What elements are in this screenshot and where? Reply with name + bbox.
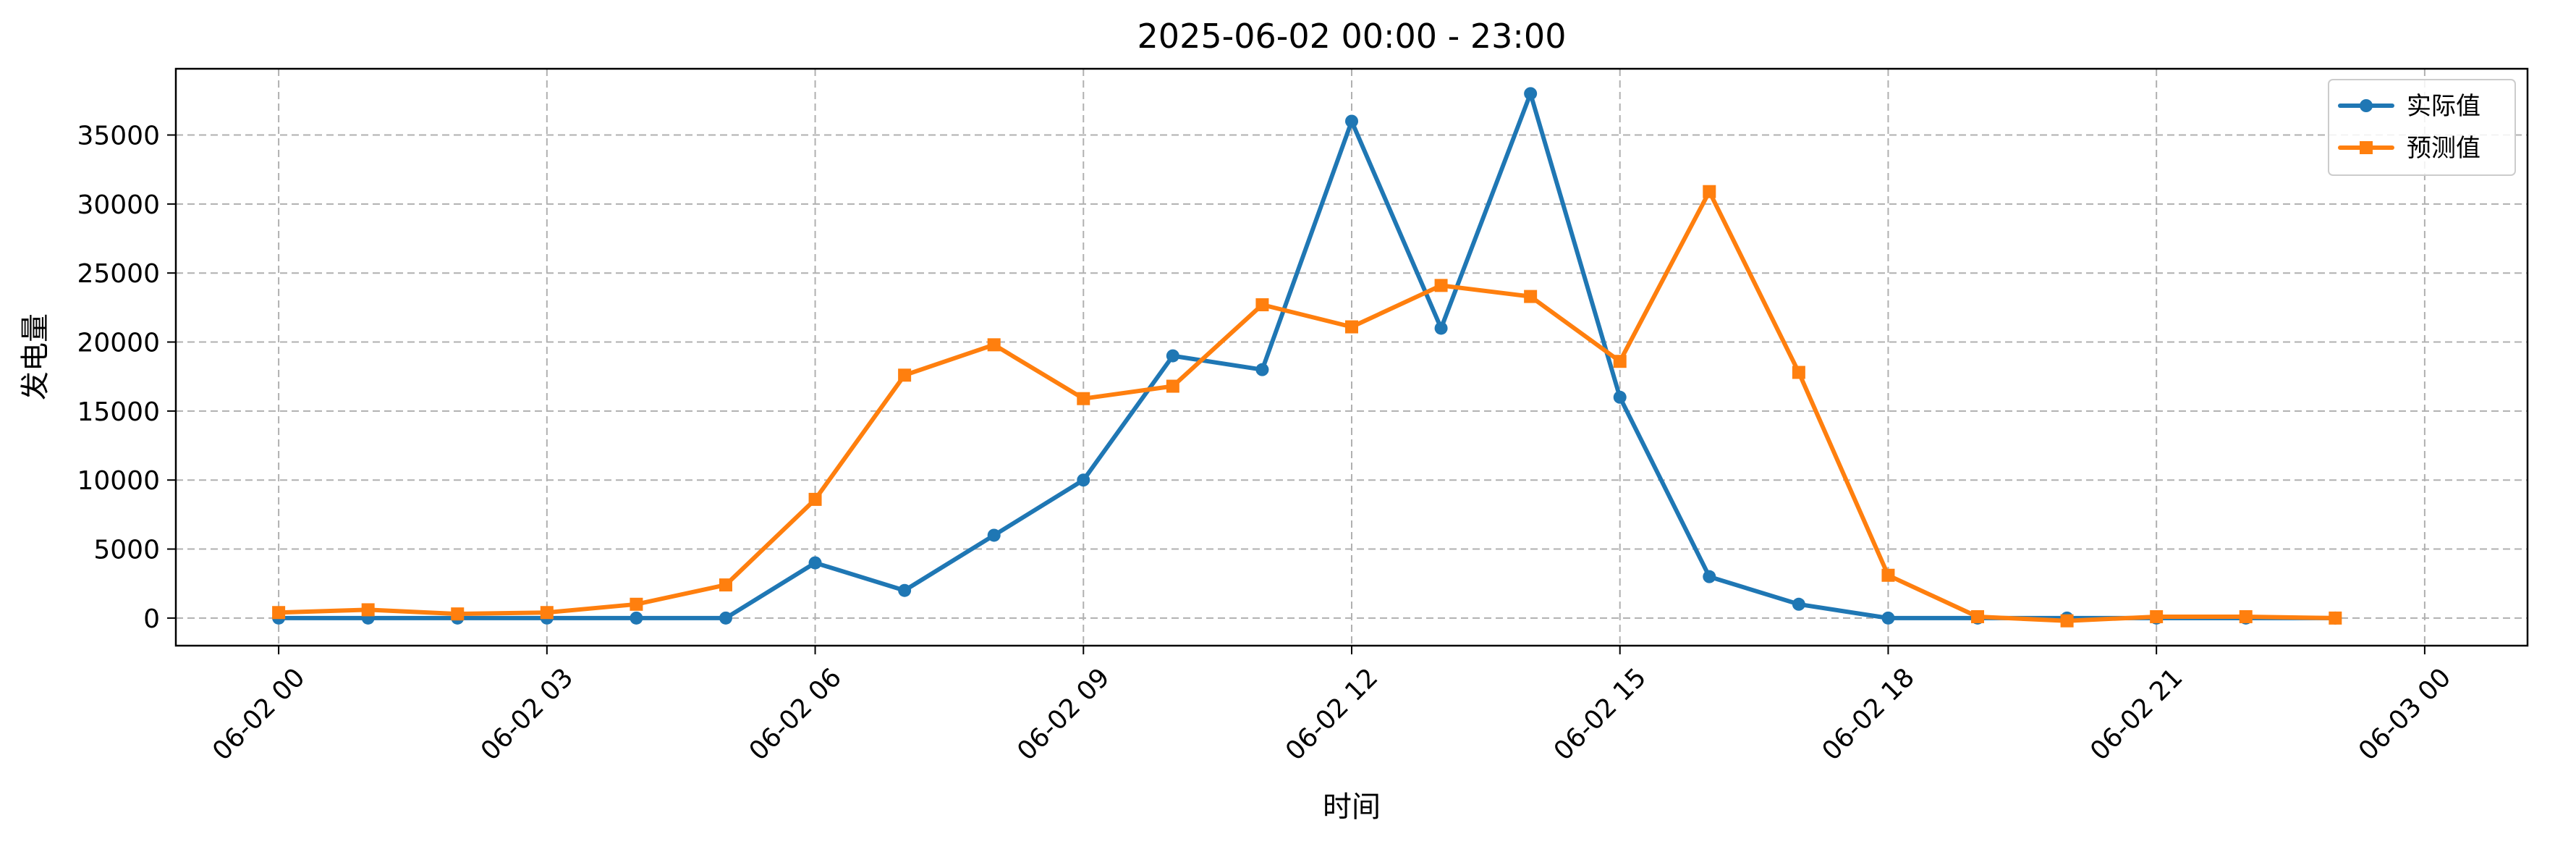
data-point	[630, 611, 643, 625]
data-point	[987, 338, 1001, 352]
data-point	[1792, 366, 1805, 379]
data-point	[1881, 568, 1895, 582]
y-axis: 0 5000 10000 15000 20000 25000 30000 35000	[77, 122, 176, 634]
data-point	[272, 606, 286, 620]
legend-marker	[2360, 99, 2373, 112]
data-point	[1524, 290, 1538, 303]
data-point	[630, 597, 643, 611]
data-point	[1613, 355, 1627, 368]
data-point	[719, 578, 732, 592]
data-point	[1613, 390, 1627, 404]
chart-title: 2025-06-02 00:00 - 23:00	[1137, 17, 1567, 56]
data-point	[361, 603, 375, 617]
y-tick-label: 35000	[77, 122, 160, 151]
data-point	[719, 611, 732, 625]
data-point	[1077, 392, 1090, 405]
data-point	[451, 607, 465, 621]
data-point	[2060, 614, 2074, 628]
y-axis-title: 发电量	[19, 313, 52, 400]
data-point	[2239, 609, 2253, 623]
data-point	[2150, 609, 2164, 623]
data-point	[1434, 321, 1448, 335]
series-line	[276, 189, 2338, 623]
legend-item: 预测值	[2338, 134, 2480, 163]
data-point	[1166, 379, 1179, 393]
legend-marker	[2360, 141, 2373, 154]
data-point	[1345, 320, 1358, 334]
data-point	[1255, 363, 1269, 376]
data-point	[1255, 298, 1269, 312]
data-point	[898, 368, 912, 382]
data-point	[808, 492, 822, 506]
series-lines	[272, 87, 2342, 628]
legend-label: 实际值	[2407, 92, 2480, 121]
y-tick-label: 30000	[77, 190, 160, 220]
y-tick-label: 20000	[77, 329, 160, 358]
data-point	[808, 556, 822, 570]
data-point	[2329, 611, 2342, 625]
legend-item: 实际值	[2338, 92, 2480, 121]
data-point	[1077, 473, 1090, 487]
data-point	[1792, 597, 1805, 611]
y-tick-label: 5000	[93, 536, 160, 565]
data-point	[898, 583, 912, 597]
data-point	[987, 528, 1001, 542]
y-tick-label: 0	[143, 604, 160, 634]
data-point	[1881, 611, 1895, 625]
data-point	[1166, 349, 1179, 363]
series-1	[272, 185, 2342, 628]
y-tick-label: 25000	[77, 259, 160, 289]
x-axis-title: 时间	[1323, 790, 1381, 824]
data-point	[1971, 609, 1985, 623]
data-point	[1434, 279, 1448, 292]
data-point	[1524, 87, 1538, 101]
legend-label: 预测值	[2407, 134, 2480, 163]
y-tick-label: 15000	[77, 397, 160, 427]
data-point	[1703, 185, 1716, 198]
data-point	[1345, 114, 1358, 128]
y-tick-label: 10000	[77, 466, 160, 496]
data-point	[1703, 570, 1716, 583]
data-point	[540, 606, 554, 620]
